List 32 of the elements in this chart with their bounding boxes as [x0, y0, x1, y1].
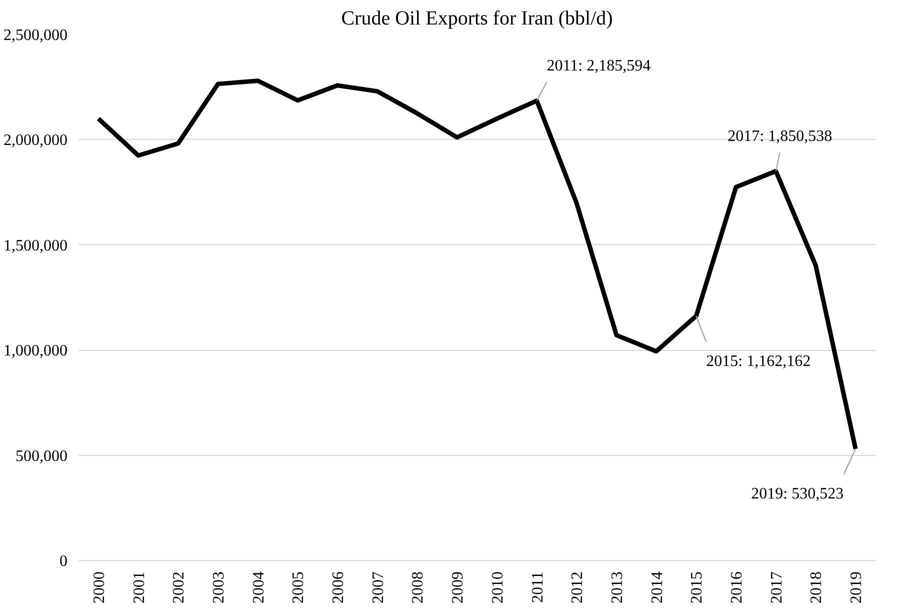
x-tick-label: 2015: [688, 572, 706, 604]
x-tick-label: 2013: [608, 572, 626, 604]
x-tick-label: 2019: [848, 572, 866, 604]
x-tick-label: 2001: [130, 572, 148, 604]
x-tick-label: 2017: [768, 572, 786, 604]
x-tick-label: 2004: [250, 572, 268, 604]
annotation: 2019: 530,523: [751, 486, 844, 503]
annotation: 2017: 1,850,538: [728, 128, 832, 145]
x-tick-label: 2002: [170, 572, 188, 604]
annotation: 2015: 1,162,162: [706, 352, 811, 370]
x-tick-label: 2018: [808, 572, 826, 604]
y-tick-label: 1,500,000: [4, 237, 68, 254]
x-tick-label: 2005: [290, 572, 308, 604]
y-tick-label: 2,000,000: [4, 132, 68, 150]
chart-title: Crude Oil Exports for Iran (bbl/d): [341, 8, 613, 30]
x-tick-label: 2008: [410, 572, 427, 604]
x-tick-label: 2014: [648, 572, 666, 604]
x-tick-label: 2010: [489, 572, 506, 604]
x-tick-label: 2006: [330, 572, 348, 604]
y-tick-label: 500,000: [16, 448, 68, 465]
x-tick-label: 2007: [370, 572, 387, 604]
x-tick-label: 2016: [728, 572, 746, 604]
x-tick-label: 2003: [210, 572, 228, 604]
x-tick-label: 2000: [90, 572, 108, 604]
y-tick-label: 0: [60, 553, 68, 570]
y-tick-label: 1,000,000: [4, 342, 68, 360]
y-tick-label: 2,500,000: [4, 27, 68, 44]
annotation: 2011: 2,185,594: [546, 57, 651, 74]
x-tick-label: 2011: [529, 572, 546, 603]
x-tick-label: 2012: [569, 572, 586, 604]
x-tick-label: 2009: [450, 572, 467, 604]
line-series: [96, 78, 858, 452]
